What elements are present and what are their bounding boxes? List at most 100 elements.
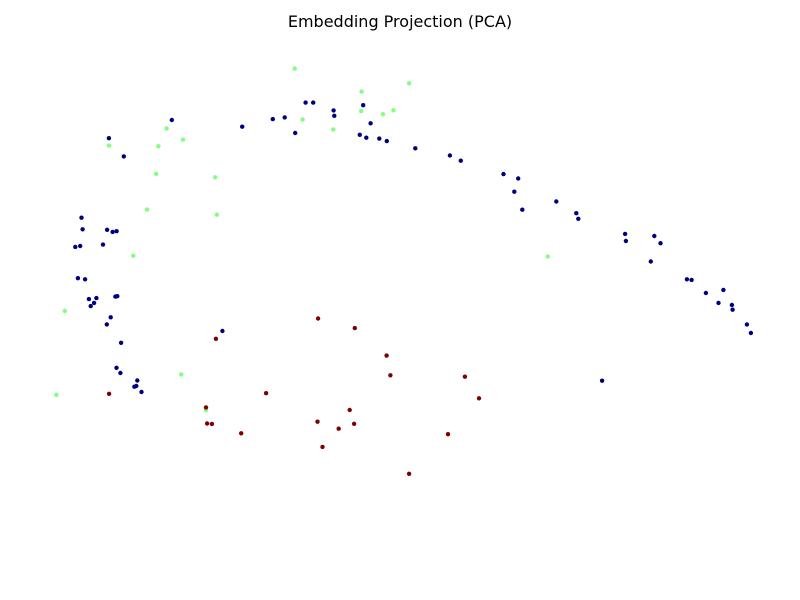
data-point-series-0-63 (118, 370, 123, 376)
data-point-series-2-15 (336, 426, 341, 431)
data-point-series-2-10 (347, 407, 352, 413)
data-point-series-0-49 (78, 243, 83, 249)
data-point-series-2-8 (476, 396, 482, 401)
data-point-series-1-10 (156, 144, 161, 149)
data-point-series-0-51 (75, 276, 81, 281)
data-point-series-0-62 (114, 365, 119, 370)
data-point-series-0-47 (114, 229, 119, 234)
data-point-series-0-10 (293, 130, 298, 136)
data-point-series-1-15 (214, 212, 219, 217)
data-point-series-1-19 (179, 372, 184, 377)
data-point-series-2-1 (352, 325, 357, 331)
data-point-series-0-4 (311, 100, 316, 105)
data-point-series-1-0 (292, 66, 297, 71)
data-point-series-0-11 (364, 135, 369, 140)
data-point-series-2-5 (462, 374, 468, 379)
data-point-series-0-15 (447, 153, 453, 158)
data-point-series-1-1 (406, 81, 412, 86)
data-point-series-0-29 (684, 277, 690, 282)
data-point-series-1-2 (359, 89, 364, 94)
data-point-series-0-6 (332, 113, 337, 119)
data-point-series-1-11 (154, 171, 159, 176)
data-point-series-0-50 (100, 242, 106, 247)
data-point-series-1-3 (358, 108, 364, 114)
data-point-series-0-31 (703, 290, 709, 296)
data-point-series-0-53 (86, 296, 92, 302)
data-point-series-2-18 (320, 444, 325, 450)
data-point-series-0-17 (501, 171, 506, 177)
data-point-series-1-6 (300, 117, 305, 122)
data-point-series-0-40 (169, 117, 174, 123)
data-point-series-0-23 (576, 216, 581, 221)
data-point-series-0-59 (104, 322, 110, 327)
data-point-series-0-58 (88, 303, 93, 309)
data-point-series-2-13 (209, 421, 215, 427)
data-point-series-0-36 (744, 322, 750, 327)
data-point-series-0-37 (748, 330, 754, 336)
data-point-series-0-34 (729, 302, 735, 308)
data-point-series-0-5 (331, 108, 336, 113)
data-point-series-0-45 (104, 227, 110, 232)
data-point-series-0-42 (121, 154, 127, 159)
chart-title: Embedding Projection (PCA) (288, 12, 512, 31)
data-point-series-2-2 (213, 336, 219, 341)
data-point-series-1-13 (106, 143, 112, 148)
data-point-series-0-61 (118, 340, 124, 345)
data-point-series-0-54 (94, 295, 99, 301)
data-point-series-0-52 (82, 277, 88, 282)
data-point-series-0-32 (721, 287, 726, 293)
data-point-series-2-3 (384, 353, 389, 358)
data-point-series-0-18 (516, 176, 521, 181)
data-point-series-2-7 (106, 391, 112, 396)
data-point-series-0-25 (623, 238, 629, 244)
data-point-series-0-3 (303, 100, 308, 105)
data-point-series-1-4 (380, 112, 386, 117)
data-point-series-0-43 (79, 215, 84, 220)
data-point-series-0-14 (413, 146, 418, 151)
data-point-series-2-16 (239, 431, 244, 436)
data-point-series-0-2 (282, 115, 287, 120)
data-point-series-0-24 (622, 231, 628, 237)
data-point-series-0-41 (106, 136, 112, 141)
data-point-series-1-12 (213, 175, 218, 180)
data-point-series-2-9 (203, 405, 209, 410)
data-point-series-0-55 (91, 300, 97, 306)
data-point-series-2-0 (315, 316, 321, 321)
data-point-series-0-27 (658, 241, 663, 246)
data-point-series-0-30 (689, 277, 694, 283)
data-point-series-2-11 (315, 419, 320, 424)
data-point-series-0-44 (80, 227, 85, 232)
data-point-series-1-8 (164, 126, 169, 131)
data-point-series-0-38 (599, 378, 605, 383)
data-point-series-2-4 (388, 373, 393, 378)
data-point-series-0-28 (648, 259, 653, 264)
data-point-series-0-46 (110, 229, 115, 235)
data-point-series-0-64 (135, 378, 140, 383)
data-point-series-0-39 (220, 328, 225, 334)
data-point-series-0-19 (512, 189, 517, 194)
data-point-series-0-1 (270, 116, 275, 122)
data-point-series-0-26 (652, 233, 657, 239)
data-point-series-2-14 (351, 421, 357, 426)
data-point-series-0-12 (377, 136, 382, 141)
data-point-series-0-67 (139, 389, 144, 395)
data-point-series-1-17 (545, 254, 550, 259)
data-point-series-0-66 (134, 383, 139, 389)
data-point-series-0-7 (361, 103, 366, 108)
data-point-series-1-14 (144, 207, 150, 212)
data-point-series-1-16 (131, 253, 136, 258)
data-point-series-0-13 (384, 138, 389, 144)
data-point-series-0-22 (574, 211, 579, 216)
data-point-series-0-8 (368, 121, 373, 126)
data-point-series-2-6 (263, 391, 269, 396)
data-point-series-2-19 (406, 471, 412, 476)
data-point-series-0-9 (357, 132, 362, 137)
data-point-series-1-5 (391, 108, 396, 113)
data-point-series-0-21 (554, 199, 559, 204)
data-point-series-0-16 (458, 158, 463, 163)
data-point-series-1-20 (54, 392, 59, 397)
data-point-series-0-35 (730, 307, 735, 312)
plot-area (54, 66, 754, 476)
